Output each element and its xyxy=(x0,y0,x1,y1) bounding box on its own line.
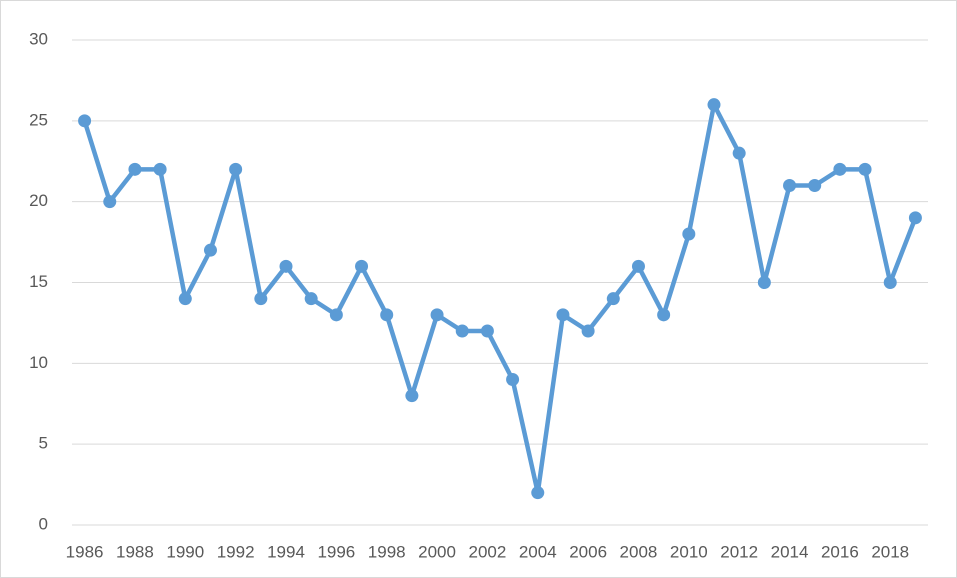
data-point xyxy=(254,292,268,306)
x-tick-label: 1986 xyxy=(66,542,104,561)
x-tick-label: 2014 xyxy=(771,542,809,561)
x-tick-label: 1990 xyxy=(166,542,204,561)
data-point xyxy=(203,243,217,257)
y-tick-label: 20 xyxy=(29,191,48,210)
data-point xyxy=(556,308,570,322)
x-tick-label: 2000 xyxy=(418,542,456,561)
data-point xyxy=(908,211,922,225)
data-point xyxy=(229,162,243,176)
series-line xyxy=(82,102,918,495)
y-tick-label: 30 xyxy=(29,29,48,48)
x-tick-label: 2010 xyxy=(670,542,708,561)
data-point xyxy=(808,179,822,192)
data-point xyxy=(329,308,343,322)
data-point xyxy=(783,179,797,192)
data-point xyxy=(682,227,696,241)
data-point xyxy=(883,276,897,289)
data-point xyxy=(506,373,520,386)
data-point xyxy=(153,162,167,176)
data-point xyxy=(380,308,394,322)
x-tick-label: 1988 xyxy=(116,542,154,561)
x-tick-label: 1998 xyxy=(368,542,406,561)
data-point xyxy=(78,114,92,128)
x-tick-label: 1996 xyxy=(317,542,355,561)
data-point xyxy=(606,292,620,306)
data-point xyxy=(279,259,293,273)
x-tick-label: 2004 xyxy=(519,542,557,561)
data-point xyxy=(858,162,872,176)
data-point xyxy=(631,259,645,273)
data-point xyxy=(707,98,721,112)
data-point xyxy=(405,389,419,403)
data-point xyxy=(128,162,142,176)
data-point xyxy=(581,324,595,338)
data-point xyxy=(657,308,671,322)
x-tick-label: 2016 xyxy=(821,542,859,561)
data-point xyxy=(757,276,771,289)
x-tick-label: 2006 xyxy=(569,542,607,561)
x-tick-label: 1992 xyxy=(217,542,255,561)
x-tick-label: 2012 xyxy=(720,542,758,561)
data-point xyxy=(178,292,192,306)
data-point xyxy=(480,324,494,338)
data-point xyxy=(833,162,847,176)
x-tick-label: 2018 xyxy=(871,542,909,561)
y-tick-label: 15 xyxy=(29,272,48,291)
y-tick-label: 25 xyxy=(29,110,48,129)
data-point xyxy=(531,486,545,500)
data-point xyxy=(355,259,369,273)
data-point xyxy=(455,324,469,338)
y-tick-label: 10 xyxy=(29,353,48,372)
x-tick-label: 2002 xyxy=(468,542,506,561)
x-tick-label: 1994 xyxy=(267,542,305,561)
data-point xyxy=(430,308,444,322)
data-point xyxy=(304,292,318,306)
data-point xyxy=(103,195,117,209)
x-tick-label: 2008 xyxy=(620,542,658,561)
data-point xyxy=(732,146,746,160)
y-tick-label: 5 xyxy=(39,434,48,453)
y-tick-label: 0 xyxy=(39,514,48,533)
